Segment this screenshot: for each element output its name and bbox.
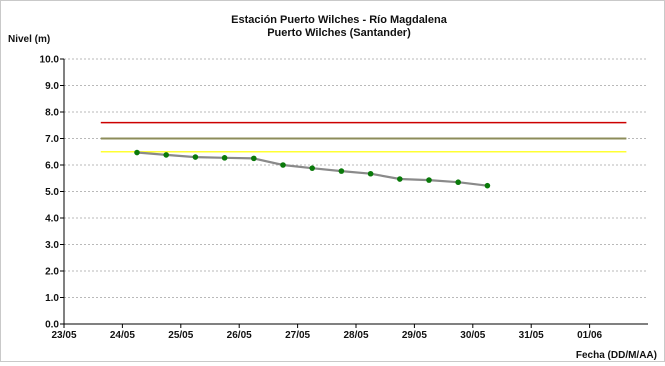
data-point (192, 154, 199, 160)
data-point (426, 177, 432, 183)
y-tick-label: 2.0 (45, 267, 59, 278)
x-tick-label: 24/05 (110, 330, 135, 341)
y-tick-label: 7.0 (45, 134, 59, 145)
x-tick-label: 01/06 (577, 330, 602, 341)
y-tick-label: 10.0 (40, 55, 60, 66)
data-point (455, 179, 462, 186)
data-point (338, 168, 345, 174)
y-tick-label: 8.0 (45, 108, 59, 119)
data-point (251, 155, 257, 162)
y-tick-label: 5.0 (45, 187, 59, 198)
data-point (280, 162, 286, 168)
data-point (163, 152, 169, 158)
chart-subtitle: Puerto Wilches (Santander) (267, 27, 411, 39)
y-tick-label: 6.0 (45, 161, 59, 172)
x-tick-label: 28/05 (343, 330, 368, 341)
chart-title: Estación Puerto Wilches - Río Magdalena (231, 14, 448, 26)
data-point (367, 170, 374, 177)
data-point (397, 176, 403, 182)
data-point (221, 155, 228, 161)
y-tick-label: 9.0 (45, 81, 59, 92)
x-tick-label: 27/05 (285, 330, 310, 341)
data-point (309, 165, 316, 171)
x-tick-label: 31/05 (519, 330, 544, 341)
y-tick-label: 1.0 (45, 293, 59, 304)
y-tick-label: 0.0 (45, 320, 59, 331)
x-tick-label: 23/05 (51, 330, 76, 341)
y-tick-label: 3.0 (45, 240, 59, 251)
data-point (134, 149, 140, 156)
x-tick-label: 26/05 (227, 330, 252, 341)
data-point (484, 182, 491, 189)
x-tick-label: 29/05 (402, 330, 427, 341)
x-axis-title: Fecha (DD/M/AA) (576, 350, 657, 361)
y-axis-title: Nivel (m) (8, 34, 50, 45)
x-tick-label: 25/05 (168, 330, 193, 341)
y-tick-label: 4.0 (45, 214, 59, 225)
x-tick-label: 30/05 (460, 330, 485, 341)
